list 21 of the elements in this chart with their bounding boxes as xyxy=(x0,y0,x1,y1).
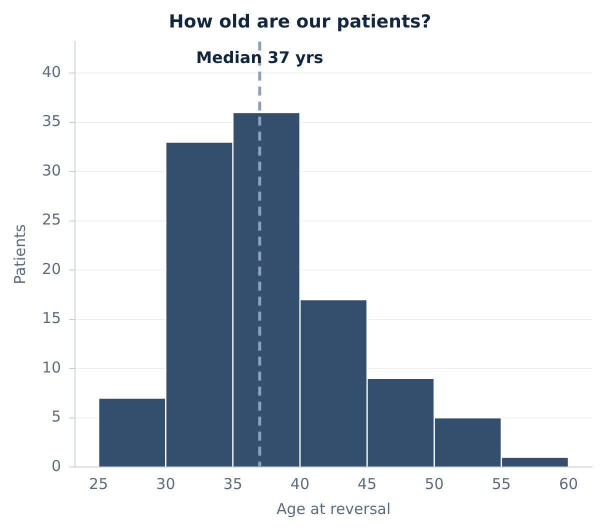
y-tick-label: 40 xyxy=(42,63,62,81)
y-tick-label: 35 xyxy=(42,112,62,130)
y-tick-label: 20 xyxy=(42,260,62,278)
y-axis-title: Patients xyxy=(10,224,29,284)
x-tick-label: 60 xyxy=(558,474,578,493)
x-tick-label: 45 xyxy=(358,474,377,493)
y-tick-label: 30 xyxy=(42,161,62,180)
x-tick-label: 55 xyxy=(492,474,511,493)
chart-title: How old are our patients? xyxy=(168,11,432,32)
y-tick-label: 10 xyxy=(42,358,62,376)
x-tick-label: 30 xyxy=(156,474,176,493)
y-tick-label: 15 xyxy=(42,309,62,328)
y-tick-label: 25 xyxy=(42,210,62,229)
x-tick-label: 50 xyxy=(424,474,444,493)
x-tick-label: 25 xyxy=(89,474,108,493)
x-tick-label: 35 xyxy=(223,474,242,493)
x-tick-label: 40 xyxy=(290,474,310,493)
x-axis-title: Age at reversal xyxy=(276,500,391,518)
y-tick-label: 0 xyxy=(52,456,62,475)
ref-line-label: Median 37 yrs xyxy=(196,48,324,67)
y-tick-label: 5 xyxy=(52,408,62,426)
